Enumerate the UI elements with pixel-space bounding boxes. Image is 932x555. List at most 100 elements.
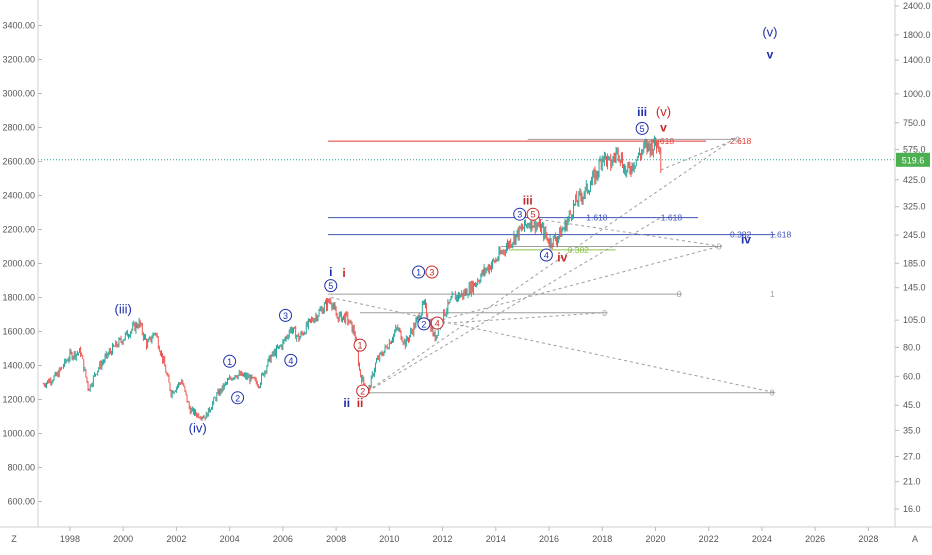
y-right-tick-label: 45.0: [903, 400, 921, 410]
wave-label: 3: [283, 311, 288, 321]
wave-label-circle: [539, 248, 553, 262]
y-right-tick-label: 27.0: [903, 451, 921, 461]
y-left-tick-label: 2800.00: [2, 123, 35, 133]
y-right-tick-label: 575.0: [903, 144, 926, 154]
trend-line: [442, 245, 723, 321]
x-tick-label: 2002: [166, 534, 186, 544]
y-left-tick-label: 1200.00: [2, 395, 35, 405]
wave-label: 4: [288, 356, 293, 366]
corner-label-right: A: [912, 534, 918, 544]
wave-label: 2: [421, 319, 426, 329]
wave-label: 3: [517, 210, 522, 220]
x-tick-label: 2016: [539, 534, 559, 544]
wave-label: 1: [358, 341, 363, 351]
y-right-tick-label: 16.0: [903, 504, 921, 514]
wave-label: 4: [435, 319, 440, 329]
x-tick-label: 2000: [113, 534, 133, 544]
y-right-tick-label: 21.0: [903, 477, 921, 487]
y-left-tick-label: 3000.00: [2, 89, 35, 99]
wave-label: iii: [523, 194, 533, 208]
wave-label-circle: [356, 384, 370, 398]
x-tick-label: 1998: [60, 534, 80, 544]
fib-level-label: 0.382: [730, 230, 752, 240]
wave-label: iii: [637, 105, 647, 119]
trend-line: [330, 297, 776, 394]
wave-label-circle: [635, 121, 649, 135]
fib-level-label: 0: [770, 388, 775, 398]
y-left-tick-label: 1800.00: [2, 293, 35, 303]
x-tick-label: 2018: [592, 534, 612, 544]
wave-label: 5: [640, 124, 645, 134]
fib-level-label: 1.618: [586, 213, 608, 223]
wave-label-circle: [425, 265, 439, 279]
wave-label: 3: [429, 268, 434, 278]
y-right-tick-label: 245.0: [903, 230, 926, 240]
x-tick-label: 2026: [805, 534, 825, 544]
y-right-tick-label: 1400.0: [903, 55, 931, 65]
fib-level-end-label: 1.618: [770, 230, 792, 240]
y-right-tick-label: 1000.0: [903, 89, 931, 99]
x-tick-label: 2008: [326, 534, 346, 544]
y-left-tick-label: 1400.00: [2, 361, 35, 371]
wave-label-circle: [412, 265, 426, 279]
y-left-tick-label: 2400.00: [2, 191, 35, 201]
wave-label: v: [767, 47, 774, 61]
x-tick-label: 2010: [379, 534, 399, 544]
fib-level-label: 0: [677, 289, 682, 299]
fib-level-label: 0.618: [653, 136, 675, 146]
x-tick-label: 2022: [699, 534, 719, 544]
y-right-tick-label: 145.0: [903, 283, 926, 293]
corner-label-left: Z: [11, 534, 17, 544]
wave-label-circle: [417, 317, 431, 331]
wave-label: 1: [416, 268, 421, 278]
x-tick-label: 2014: [486, 534, 506, 544]
wave-label-circle: [231, 391, 245, 405]
fib-level-end-label: 2.618: [730, 136, 752, 146]
wave-label-circle: [430, 316, 444, 330]
y-left-tick-label: 800.00: [7, 463, 35, 473]
y-right-tick-label: 60.0: [903, 371, 921, 381]
fib-level-label: 0: [717, 242, 722, 252]
x-tick-label: 2028: [858, 534, 878, 544]
wave-label: ii: [343, 396, 350, 410]
fib-level-label: 0: [602, 308, 607, 318]
wave-label: 2: [360, 387, 365, 397]
y-left-tick-label: 3400.00: [2, 21, 35, 31]
trend-line: [527, 217, 717, 247]
price-tag-label: 519.6: [902, 155, 925, 165]
wave-label: v: [660, 121, 667, 135]
wave-label: 5: [328, 281, 333, 291]
y-left-tick-label: 600.00: [7, 497, 35, 507]
y-left-tick-label: 2000.00: [2, 259, 35, 269]
y-right-tick-label: 425.0: [903, 175, 926, 185]
wave-label: (v): [762, 24, 777, 39]
y-right-tick-label: 750.0: [903, 118, 926, 128]
trend-lines: [330, 137, 776, 395]
x-tick-label: 2024: [752, 534, 772, 544]
y-left-tick-label: 1600.00: [2, 327, 35, 337]
y-left-tick-label: 2600.00: [2, 157, 35, 167]
price-series: [42, 135, 662, 421]
fib-level-label: 0: [735, 134, 740, 144]
x-tick-label: 2006: [273, 534, 293, 544]
y-right-tick-label: 325.0: [903, 202, 926, 212]
overlay: 519.6: [896, 152, 930, 167]
x-tick-label: 2004: [220, 534, 240, 544]
wave-label: (iv): [189, 420, 207, 435]
fib-levels: 0 1 0 0 1.618 1.618 0.382 1.618 0 0.382 0.618 2.618…: [328, 134, 792, 398]
trend-line: [362, 217, 662, 395]
wave-label-circle: [513, 207, 527, 221]
wave-label: 2: [235, 393, 240, 403]
wave-label: iv: [557, 251, 567, 265]
wave-label-circle: [353, 338, 367, 352]
wave-label: (v): [656, 104, 671, 119]
wave-label-circle: [284, 353, 298, 367]
y-right-tick-label: 2400.0: [903, 1, 931, 11]
y-right-tick-label: 105.0: [903, 315, 926, 325]
trend-line: [660, 138, 736, 171]
y-right-tick-label: 185.0: [903, 258, 926, 268]
wave-label-circle: [324, 279, 338, 293]
